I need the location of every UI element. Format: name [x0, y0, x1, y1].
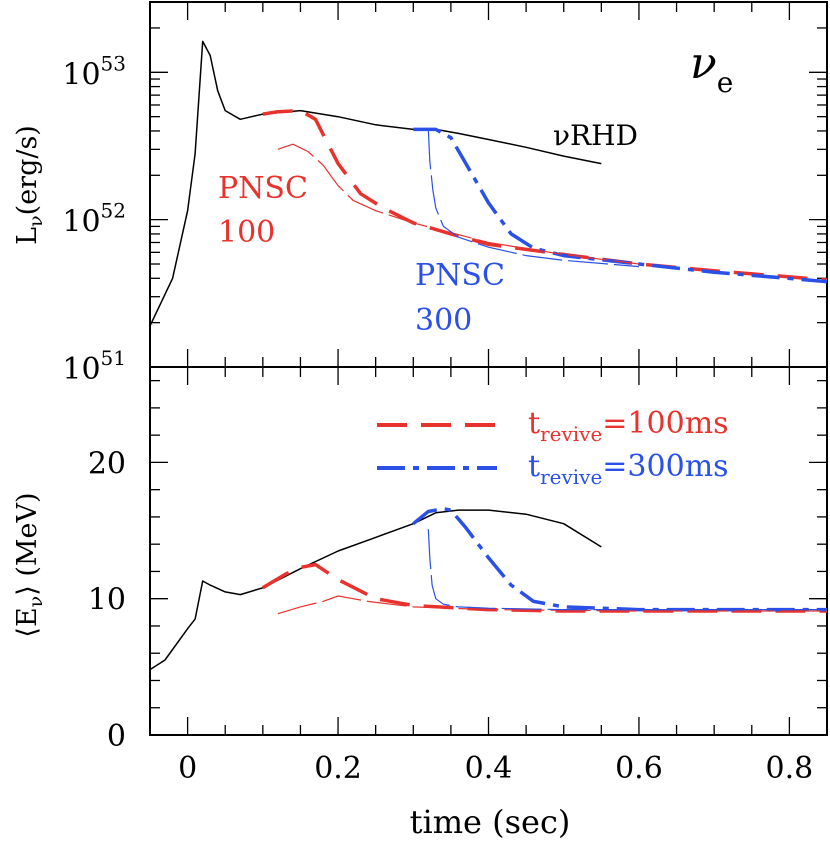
legend-label-300ms: trevive=300ms [528, 449, 729, 489]
x-tick-label: 0.8 [766, 751, 814, 786]
y-tick-label-bottom: 20 [88, 446, 126, 481]
series-top-3 [277, 143, 639, 265]
x-tick-label: 0.4 [465, 751, 513, 786]
top-ylabel: Lν(erg/s) [12, 125, 47, 245]
annotation-pnsc100-value: 100 [218, 215, 275, 250]
y-tick-label-top: 1052 [62, 199, 126, 240]
annotation-pnsc300-title: PNSC [415, 258, 505, 293]
species-label: νe [690, 38, 733, 99]
legend: trevive=100ms trevive=300ms [377, 406, 729, 489]
annotation-nurhd: νRHD [553, 119, 638, 152]
y-tick-label-bottom: 0 [107, 719, 126, 754]
bottom-ylabel: ⟨Eν⟩ (MeV) [12, 492, 47, 637]
y-tick-label-top: 1051 [62, 346, 126, 387]
x-tick-label: 0.6 [615, 751, 663, 786]
top-panel-series [150, 40, 827, 327]
legend-label-100ms: trevive=100ms [528, 406, 729, 446]
x-axis-label: time (sec) [410, 803, 571, 841]
series-top-2 [413, 127, 827, 284]
series-bottom-0 [150, 509, 602, 671]
x-tick-label: 0.2 [314, 751, 362, 786]
series-bottom-4 [427, 529, 827, 611]
series-top-1 [262, 108, 827, 282]
y-tick-label-top: 1053 [62, 51, 126, 92]
x-tick-label: 0 [178, 751, 197, 786]
annotation-pnsc300-value: 300 [415, 303, 472, 338]
series-bottom-3 [277, 595, 827, 615]
axis-ticks [149, 1, 828, 736]
series-top-4 [427, 129, 639, 268]
series-bottom-2 [412, 506, 827, 612]
y-tick-label-bottom: 10 [88, 583, 126, 618]
annotation-pnsc100-title: PNSC [218, 171, 308, 206]
bottom-panel-series [150, 506, 827, 671]
axis-tick-labels: 0 0.2 0.4 0.6 0.8 1051 1052 1053 0 10 20 [62, 51, 813, 786]
